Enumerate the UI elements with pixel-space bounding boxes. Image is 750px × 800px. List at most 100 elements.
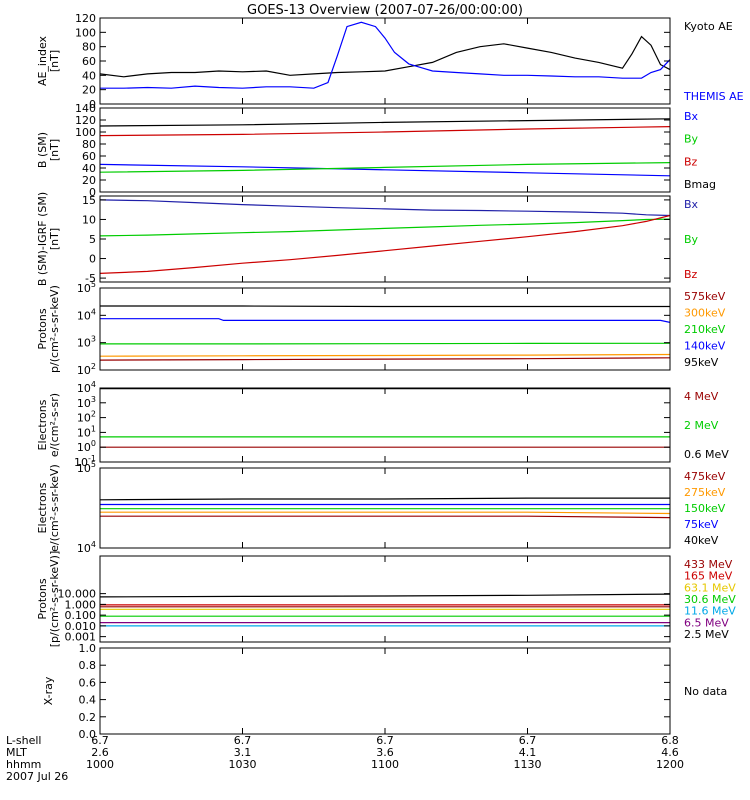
y-tick-label: 60 (82, 150, 96, 163)
x-tick-label: 1130 (514, 758, 542, 771)
x-tick-label: 6.8 (661, 734, 679, 747)
y-tick-label: 104 (77, 380, 96, 395)
series-line-protons_mageds-3 (100, 318, 670, 323)
legend-electrons_integral-0: 4 MeV (684, 390, 719, 403)
y-tick-label: 103 (77, 395, 96, 410)
y-tick-label: 10.000 (58, 588, 97, 601)
x-tick-label: 3.1 (234, 746, 252, 759)
panel-frame (99, 387, 671, 463)
series-line-ae-0 (100, 35, 670, 78)
legend-bigrf-2: Bz (684, 268, 698, 281)
panel-frame (99, 555, 671, 643)
x-tick-label: 2.6 (91, 746, 109, 759)
series-line-ae-1 (100, 21, 670, 89)
y-tick-label: 105 (77, 460, 96, 475)
panel-frame (99, 647, 671, 735)
series-line-protons_mageds-0 (100, 357, 670, 361)
legend-electrons_integral-2: 0.6 MeV (684, 448, 729, 461)
y-tick-label: 15 (82, 194, 96, 207)
series-line-bsm-1 (100, 162, 670, 173)
series-line-electrons_mageds-4 (100, 497, 670, 501)
y-tick-label: 20 (82, 174, 96, 187)
y-tick-label: 0.010 (65, 620, 97, 633)
panel-frame (99, 467, 671, 549)
legend-protons_hepad-1: 165 MeV (684, 570, 733, 583)
x-axis-row-label: 2007 Jul 26 (6, 770, 68, 783)
y-tick-label: 0.6 (79, 676, 97, 689)
figure-title: GOES-13 Overview (2007-07-26/00:00:00) (247, 3, 523, 18)
y-tick-label: 1.000 (65, 598, 97, 611)
series-line-bsm-3 (100, 118, 670, 127)
series-line-bigrf-1 (100, 218, 670, 237)
y-tick-exponent: 3 (91, 335, 96, 344)
legend-electrons_mageds-4: 40keV (684, 534, 719, 547)
y-axis-label: Electrons (36, 482, 49, 533)
y-tick-label: 20 (82, 84, 96, 97)
x-tick-label: 4.1 (519, 746, 537, 759)
y-tick-label: 0.100 (65, 609, 97, 622)
x-tick-label: 4.6 (661, 746, 679, 759)
series-line-protons_mageds-2 (100, 342, 670, 345)
legend-bigrf-0: Bx (684, 198, 699, 211)
x-tick-label: 6.7 (376, 734, 394, 747)
x-tick-label: 6.7 (234, 734, 252, 747)
x-tick-label: 3.6 (376, 746, 394, 759)
x-tick-label: 6.7 (519, 734, 537, 747)
y-tick-label: -5 (85, 272, 96, 285)
y-axis-label: AE_index (36, 35, 49, 86)
y-tick-label: 80 (82, 41, 96, 54)
y-tick-exponent: 2 (91, 410, 96, 419)
y-tick-label: 80 (82, 138, 96, 151)
x-axis-row-label: L-shell (6, 734, 42, 747)
legend-protons_hepad-4: 11.6 MeV (684, 605, 736, 618)
y-axis-label: [nT] (48, 228, 61, 250)
y-tick-label: 0 (89, 186, 96, 199)
series-line-bigrf-2 (100, 214, 670, 274)
y-tick-label: 105 (77, 280, 96, 295)
y-tick-label: 0.001 (65, 631, 97, 644)
y-axis-label: p/(cm²-s-sr-keV) (48, 285, 61, 373)
series-line-protons_hepad-6 (100, 593, 670, 598)
legend-bsm-2: Bz (684, 155, 698, 168)
series-line-protons_mageds-1 (100, 353, 670, 357)
legend-protons_mageds-4: 95keV (684, 356, 719, 369)
x-tick-label: 1100 (371, 758, 399, 771)
panel-xray: 0.0 0.2 0.4 0.6 0.8 1.0 X-ray No data (42, 642, 727, 741)
legend-protons_mageds-1: 300keV (684, 307, 726, 320)
x-axis-row-label: hhmm (6, 758, 41, 771)
legend-electrons_mageds-0: 475keV (684, 470, 726, 483)
y-axis-label: [nT] (48, 50, 61, 72)
y-tick-label: 0.2 (79, 711, 97, 724)
legend-bigrf-1: By (684, 233, 699, 246)
y-tick-label: 103 (77, 335, 96, 350)
legend-protons_hepad-0: 433 MeV (684, 558, 733, 571)
y-tick-label: 104 (77, 540, 96, 555)
x-axis-row-label: MLT (6, 746, 27, 759)
y-tick-exponent: 3 (91, 395, 96, 404)
legend-ae-0: Kyoto AE (684, 20, 733, 33)
y-tick-exponent: -1 (88, 454, 96, 463)
series-line-protons_mageds-4 (100, 305, 670, 308)
y-tick-label: 60 (82, 55, 96, 68)
y-tick-label: 5 (89, 233, 96, 246)
y-axis-label: Protons (36, 578, 49, 619)
y-axis-label: Protons (36, 308, 49, 349)
y-tick-label: 0 (89, 98, 96, 111)
y-tick-exponent: 5 (91, 280, 96, 289)
y-tick-label: 100 (77, 439, 96, 454)
legend-bsm-0: Bx (684, 110, 699, 123)
y-tick-label: 102 (77, 410, 96, 425)
y-tick-label: 120 (75, 12, 96, 25)
legend-protons_hepad-6: 2.5 MeV (684, 628, 729, 641)
x-tick-label: 1200 (656, 758, 684, 771)
legend-protons_mageds-3: 140keV (684, 340, 726, 353)
y-tick-label: 1.0 (79, 642, 97, 655)
panel-frame (99, 287, 671, 371)
y-axis-label: [nT] (48, 139, 61, 161)
y-axis-label: e/(cm²-s-sr) (48, 393, 61, 457)
y-tick-label: 140 (75, 102, 96, 115)
legend-electrons_mageds-2: 150keV (684, 502, 726, 515)
x-tick-label: 1030 (229, 758, 257, 771)
